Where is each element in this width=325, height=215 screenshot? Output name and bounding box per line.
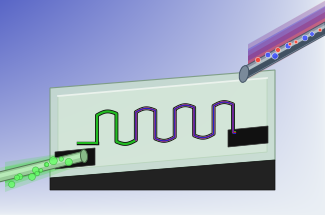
Polygon shape [248,0,325,80]
Ellipse shape [310,32,314,36]
Polygon shape [248,1,325,66]
Ellipse shape [276,48,280,52]
Ellipse shape [285,43,291,49]
Ellipse shape [59,157,63,161]
Ellipse shape [45,163,49,166]
Ellipse shape [318,28,322,32]
Polygon shape [50,160,275,190]
Ellipse shape [29,174,35,180]
Polygon shape [0,148,85,185]
Ellipse shape [265,52,271,58]
Ellipse shape [35,171,39,176]
Ellipse shape [294,40,298,44]
Polygon shape [242,28,325,80]
Polygon shape [5,153,80,187]
Ellipse shape [239,66,249,82]
Ellipse shape [272,53,278,59]
Polygon shape [248,6,325,61]
Polygon shape [228,126,268,147]
Polygon shape [50,70,275,178]
Polygon shape [248,12,325,68]
Polygon shape [5,150,80,192]
Ellipse shape [14,175,20,180]
Polygon shape [5,155,80,183]
Polygon shape [242,25,325,75]
Polygon shape [0,151,84,183]
Polygon shape [248,7,325,73]
Polygon shape [58,78,267,170]
Ellipse shape [17,174,23,180]
Ellipse shape [39,169,43,172]
Ellipse shape [255,57,261,63]
Polygon shape [55,148,95,169]
Ellipse shape [302,35,308,41]
Ellipse shape [49,157,57,165]
Ellipse shape [44,163,48,167]
Ellipse shape [288,42,292,46]
Ellipse shape [32,167,39,173]
Ellipse shape [8,181,15,187]
Ellipse shape [65,158,72,166]
Ellipse shape [81,149,87,163]
Polygon shape [242,22,325,81]
Polygon shape [0,153,84,179]
